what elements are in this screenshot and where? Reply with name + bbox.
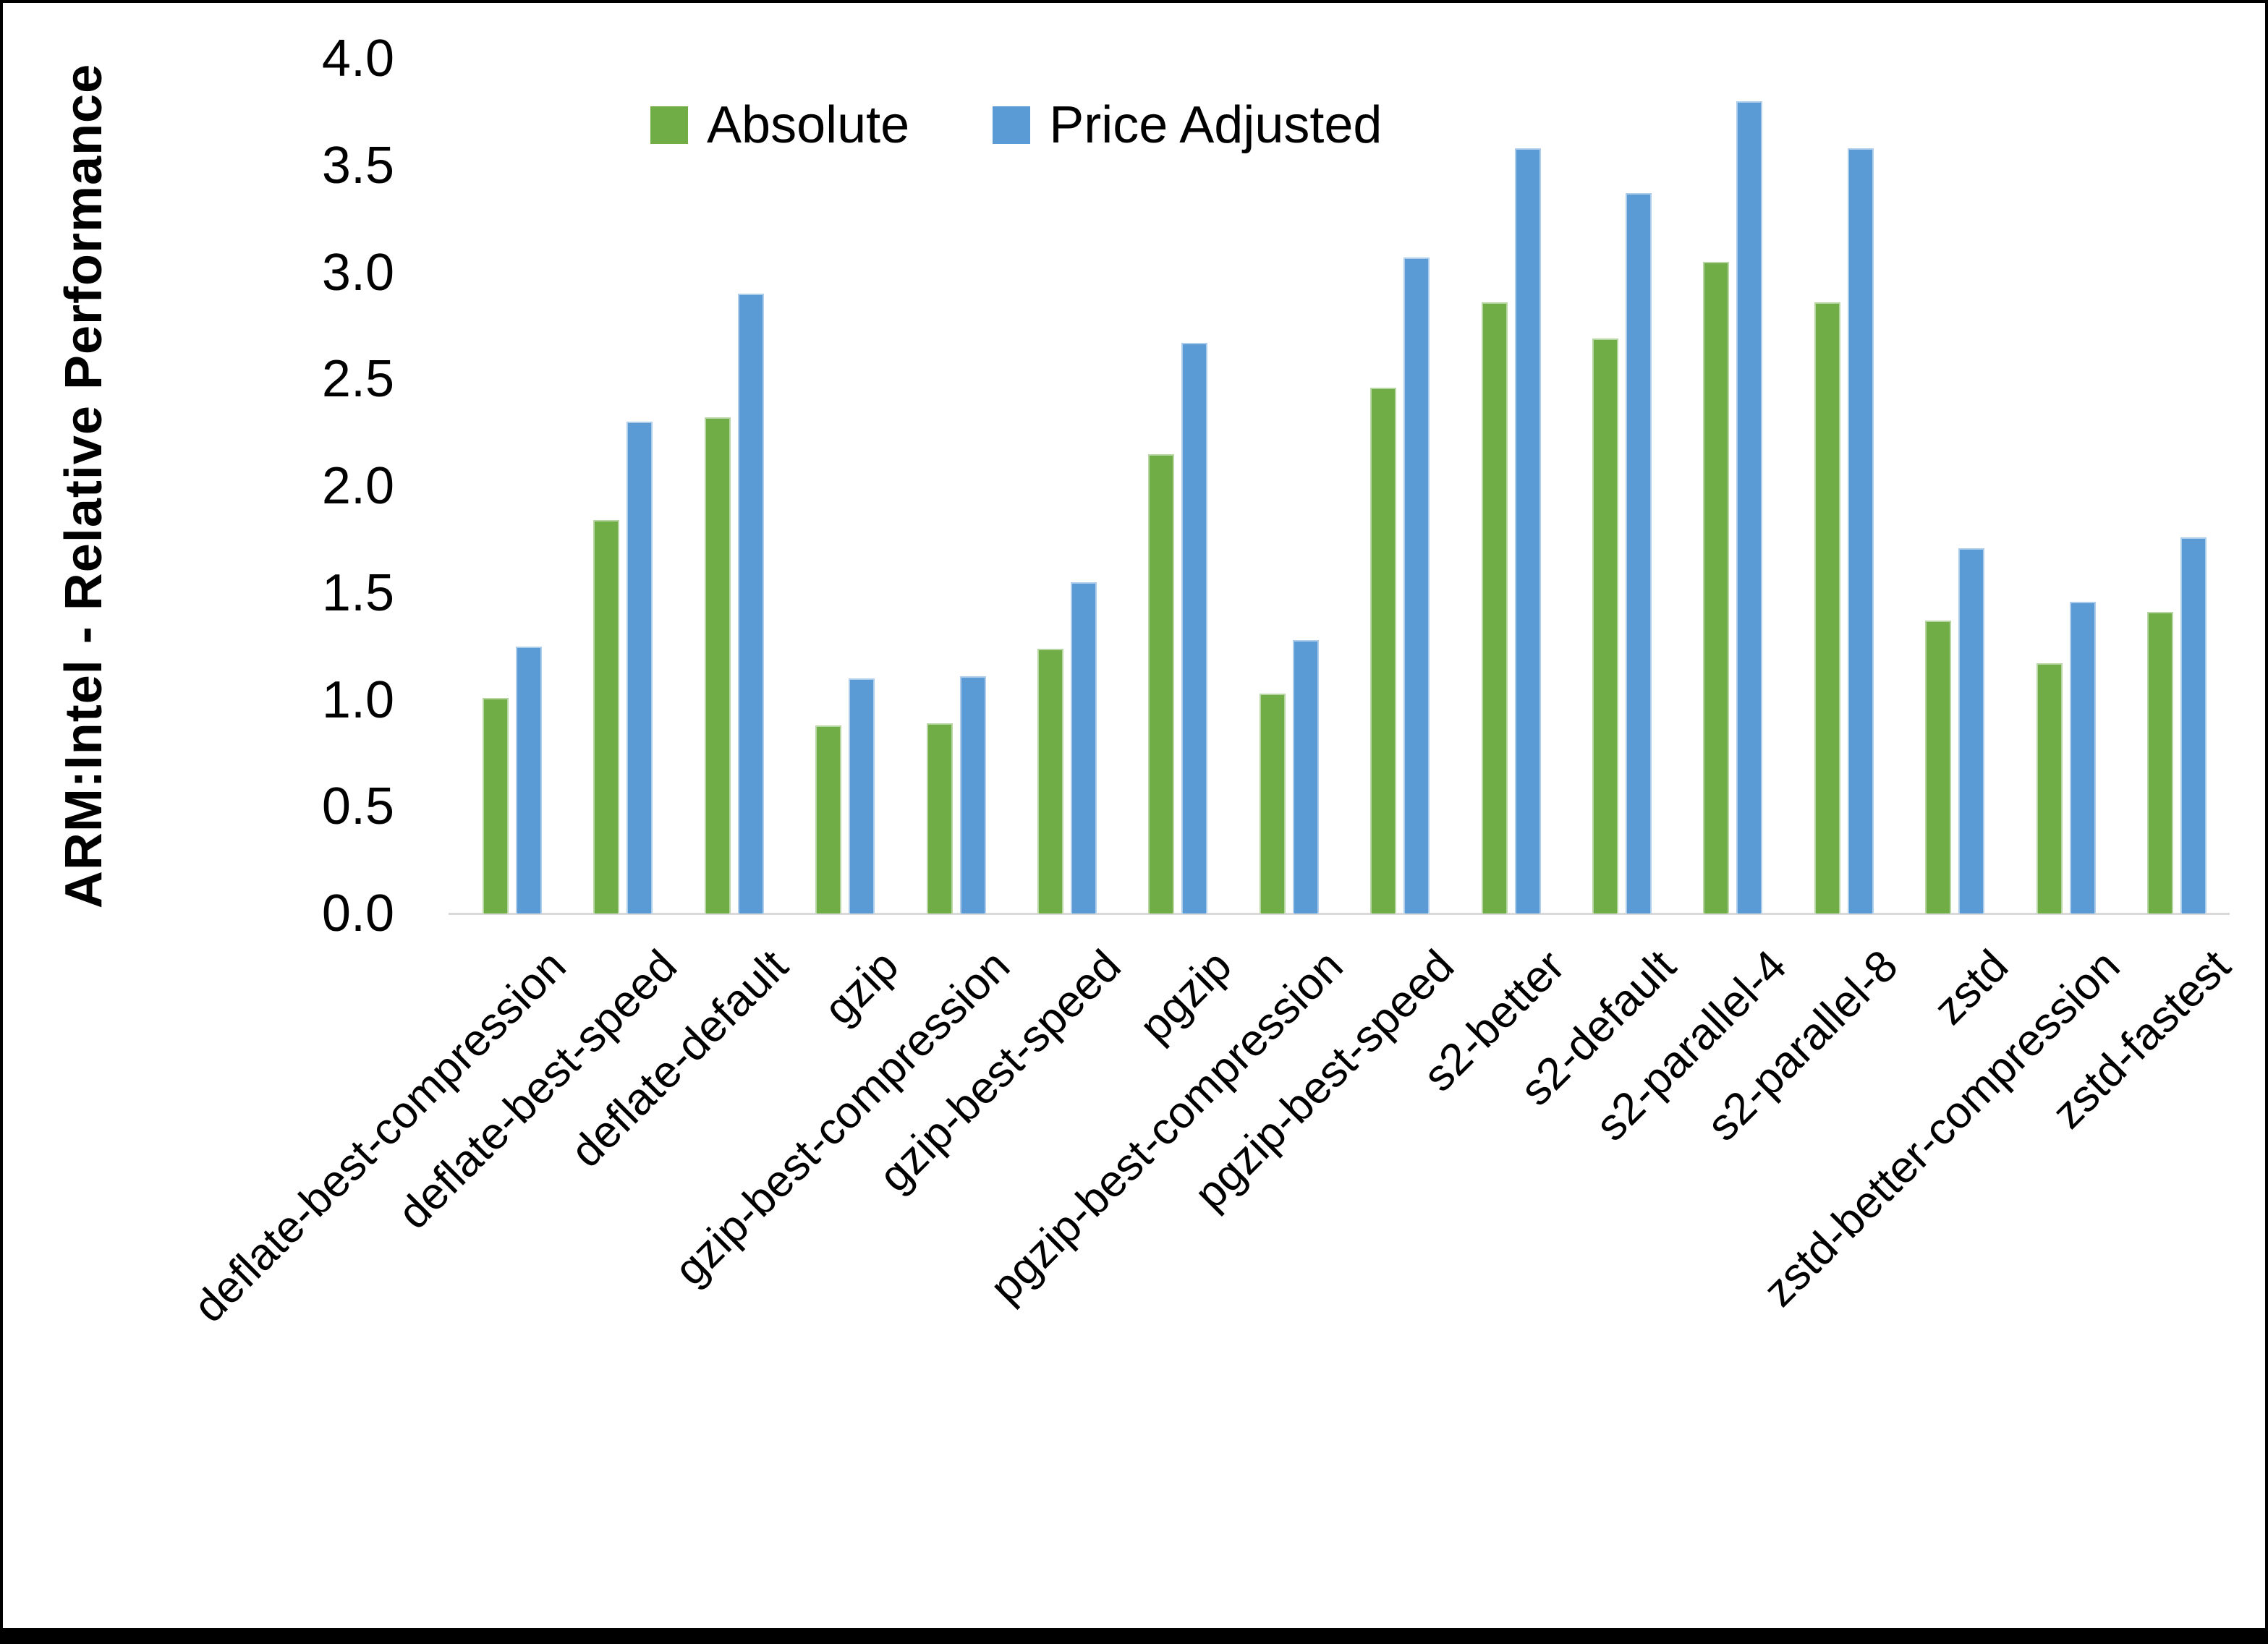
legend-label-absolute: Absolute: [707, 96, 910, 154]
legend: Absolute Price Adjusted: [650, 95, 1382, 155]
bar-absolute-zstd: [1925, 621, 1952, 913]
bar-absolute-gzip-best-speed: [1037, 649, 1063, 913]
bar-absolute-deflate-best-compression: [483, 698, 509, 913]
bar-price-adjusted-zstd-fastest: [2180, 537, 2207, 913]
x-category-label-gzip: gzip: [815, 940, 909, 1034]
plot-area: [449, 59, 2230, 915]
bar-price-adjusted-deflate-default: [737, 294, 764, 913]
y-tick-label-2.5: 2.5: [321, 350, 394, 409]
legend-item-absolute: Absolute: [650, 95, 909, 155]
bar-price-adjusted-pgzip: [1181, 343, 1208, 913]
y-tick-label-0.0: 0.0: [321, 885, 394, 942]
bar-price-adjusted-zstd-better-compression: [2069, 602, 2096, 913]
bar-absolute-zstd-fastest: [2147, 612, 2173, 913]
bar-absolute-s2-default: [1592, 338, 1618, 913]
bar-price-adjusted-pgzip-best-compression: [1292, 640, 1319, 913]
bar-absolute-pgzip: [1148, 454, 1175, 913]
legend-item-price-adjusted: Price Adjusted: [993, 95, 1382, 155]
y-tick-label-1.0: 1.0: [321, 670, 394, 729]
bar-price-adjusted-s2-parallel-8: [1847, 148, 1874, 913]
bar-price-adjusted-gzip-best-speed: [1071, 582, 1097, 913]
bar-price-adjusted-zstd: [1958, 548, 1985, 913]
x-axis-line: [449, 913, 2230, 915]
bar-price-adjusted-pgzip-best-speed: [1403, 257, 1430, 913]
bar-absolute-zstd-better-compression: [2036, 663, 2063, 913]
y-axis-title: ARM:Intel - Relative Performance: [55, 63, 113, 909]
x-category-label-zstd: zstd: [1924, 940, 2018, 1034]
y-tick-label-2.0: 2.0: [321, 457, 394, 515]
bar-price-adjusted-gzip-best-compression: [959, 676, 986, 913]
legend-label-price-adjusted: Price Adjusted: [1049, 96, 1383, 154]
bar-price-adjusted-s2-default: [1626, 193, 1652, 913]
y-tick-label-1.5: 1.5: [321, 563, 394, 622]
bar-price-adjusted-deflate-best-speed: [627, 422, 653, 913]
bar-absolute-gzip-best-compression: [926, 723, 953, 913]
y-tick-label-3.0: 3.0: [321, 243, 394, 302]
x-axis-labels: deflate-best-compression deflate-best-spe…: [184, 940, 2240, 1591]
bar-price-adjusted-gzip: [849, 678, 875, 913]
bar-absolute-s2-better: [1481, 302, 1508, 913]
y-tick-label-3.5: 3.5: [321, 136, 394, 195]
legend-swatch-price-adjusted: [993, 106, 1031, 144]
y-tick-label-0.5: 0.5: [321, 778, 394, 836]
bar-price-adjusted-deflate-best-compression: [516, 647, 542, 913]
bar-price-adjusted-s2-better: [1514, 148, 1541, 913]
bar-absolute-deflate-best-speed: [593, 520, 620, 913]
bar-price-adjusted-s2-parallel-4: [1736, 101, 1763, 913]
bar-absolute-pgzip-best-compression: [1259, 694, 1286, 913]
bar-absolute-s2-parallel-4: [1703, 262, 1730, 913]
bar-absolute-pgzip-best-speed: [1370, 388, 1397, 913]
bar-absolute-gzip: [815, 725, 842, 913]
bar-absolute-deflate-default: [704, 417, 731, 913]
bar-absolute-s2-parallel-8: [1814, 302, 1840, 913]
y-tick-label-4.0: 4.0: [321, 30, 394, 88]
legend-swatch-absolute: [650, 106, 688, 144]
